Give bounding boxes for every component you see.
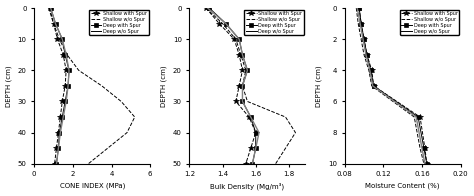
Legend: Shallow with Spur, Shallow w/o Spur, Deep with Spur, Deep w/o Spur: Shallow with Spur, Shallow w/o Spur, Dee… [400,10,459,35]
X-axis label: Bulk Density (Mg/m³): Bulk Density (Mg/m³) [210,183,284,191]
Legend: Shallow with Spur, Shallow w/o Spur, Deep with Spur, Deep w/o Spur: Shallow with Spur, Shallow w/o Spur, Dee… [245,10,304,35]
Y-axis label: DEPTH (cm): DEPTH (cm) [161,65,167,107]
Y-axis label: DEPTH (cm): DEPTH (cm) [316,65,322,107]
X-axis label: CONE INDEX (MPa): CONE INDEX (MPa) [60,183,125,190]
Legend: Shallow with Spur, Shallow w/o Spur, Deep with Spur, Deep w/o Spur: Shallow with Spur, Shallow w/o Spur, Dee… [89,10,149,35]
X-axis label: Moisture Content (%): Moisture Content (%) [365,183,440,190]
Y-axis label: DEPTH (cm): DEPTH (cm) [6,65,12,107]
